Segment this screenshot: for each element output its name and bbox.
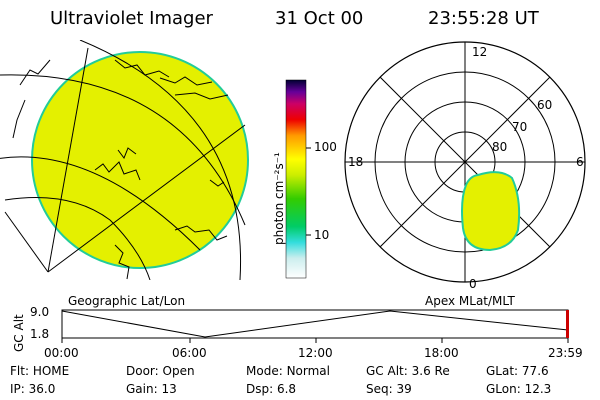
info-ip-label: IP: bbox=[10, 382, 25, 396]
info-mode-value: Normal bbox=[286, 364, 330, 378]
time-tick-4: 23:59 bbox=[548, 346, 583, 360]
altitude-plot bbox=[61, 309, 569, 343]
info-mode-label: Mode: bbox=[246, 364, 283, 378]
info-gain-value: 13 bbox=[161, 382, 177, 396]
mlt-label-18: 18 bbox=[348, 155, 364, 169]
info-gain-label: Gain: bbox=[126, 382, 158, 396]
info-ip-value: 36.0 bbox=[28, 382, 56, 396]
color-scale bbox=[285, 79, 311, 279]
apex-polar-plot bbox=[344, 41, 586, 283]
time-tick-2: 12:00 bbox=[298, 346, 333, 360]
info-seq: Seq: 39 bbox=[366, 382, 412, 396]
info-glat-value: 77.6 bbox=[521, 364, 549, 378]
altitude-axis-label: GC Alt bbox=[12, 314, 26, 352]
colorbar-tick-10: 10 bbox=[314, 228, 330, 242]
time-tick-0: 00:00 bbox=[44, 346, 79, 360]
info-ip: IP: 36.0 bbox=[10, 382, 55, 396]
altitude-tick-high: 9.0 bbox=[30, 305, 50, 319]
info-dsp: Dsp: 6.8 bbox=[246, 382, 296, 396]
altitude-tick-low: 1.8 bbox=[30, 327, 50, 341]
info-gcalt-label: GC Alt: bbox=[366, 364, 408, 378]
info-glon-label: GLon: bbox=[486, 382, 521, 396]
info-seq-value: 39 bbox=[396, 382, 412, 396]
info-glat-label: GLat: bbox=[486, 364, 519, 378]
apex-caption: Apex MLat/MLT bbox=[425, 294, 515, 308]
info-door-value: Open bbox=[162, 364, 195, 378]
info-gcalt-value: 3.6 Re bbox=[411, 364, 450, 378]
earth-disk-emission bbox=[31, 51, 249, 269]
info-door: Door: Open bbox=[126, 364, 195, 378]
date-label: 31 Oct 00 bbox=[275, 8, 364, 29]
current-time-marker bbox=[566, 310, 569, 338]
info-seq-label: Seq: bbox=[366, 382, 393, 396]
info-gain: Gain: 13 bbox=[126, 382, 177, 396]
geographic-map bbox=[0, 40, 249, 280]
colorbar-tick-100: 100 bbox=[314, 140, 337, 154]
auroral-oval-emission bbox=[461, 171, 521, 252]
info-flt: Flt: HOME bbox=[10, 364, 69, 378]
mlat-label-60: 60 bbox=[537, 98, 553, 112]
colorbar-unit-label: photon cm⁻²s⁻¹ bbox=[272, 152, 286, 245]
info-flt-value: HOME bbox=[32, 364, 70, 378]
mlat-label-80: 80 bbox=[492, 140, 508, 154]
mlat-label-70: 70 bbox=[512, 120, 528, 134]
time-tick-1: 06:00 bbox=[172, 346, 207, 360]
info-dsp-label: Dsp: bbox=[246, 382, 274, 396]
info-flt-label: Flt: bbox=[10, 364, 29, 378]
info-glon: GLon: 12.3 bbox=[486, 382, 551, 396]
info-glon-value: 12.3 bbox=[524, 382, 552, 396]
mlt-label-12: 12 bbox=[472, 45, 488, 59]
info-mode: Mode: Normal bbox=[246, 364, 330, 378]
time-label: 23:55:28 UT bbox=[428, 8, 539, 29]
mlt-label-0: 0 bbox=[469, 277, 477, 291]
info-gcalt: GC Alt: 3.6 Re bbox=[366, 364, 450, 378]
info-glat: GLat: 77.6 bbox=[486, 364, 549, 378]
mlt-label-6: 6 bbox=[576, 155, 584, 169]
instrument-title: Ultraviolet Imager bbox=[50, 8, 213, 29]
info-door-label: Door: bbox=[126, 364, 159, 378]
geographic-caption: Geographic Lat/Lon bbox=[68, 294, 186, 308]
time-tick-3: 18:00 bbox=[424, 346, 459, 360]
info-dsp-value: 6.8 bbox=[276, 382, 297, 396]
